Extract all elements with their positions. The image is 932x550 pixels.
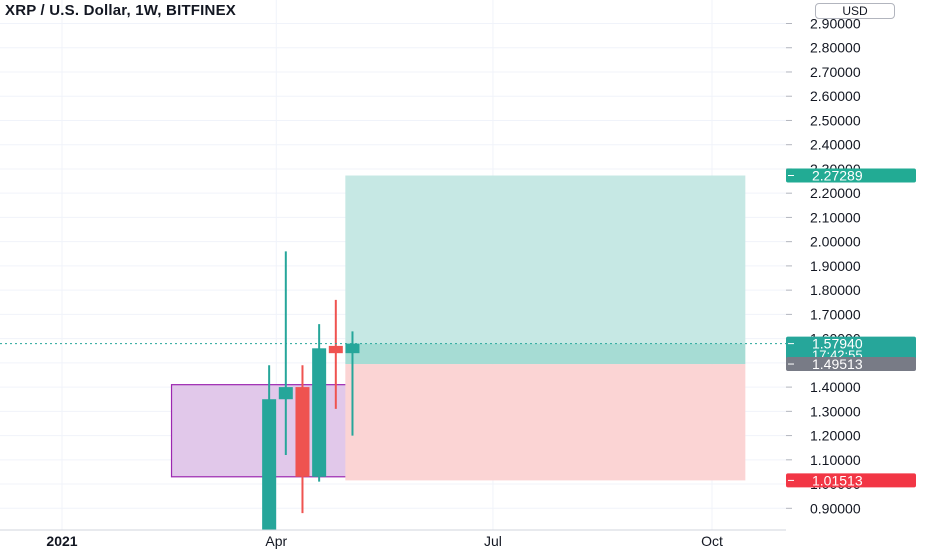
candle-body xyxy=(312,348,327,477)
y-tick-label: 2.70000 xyxy=(810,64,861,80)
time-axis[interactable]: 2021 Apr Jul Oct xyxy=(0,529,786,550)
price-label-text: 1.49513 xyxy=(812,356,863,372)
x-tick-label: Oct xyxy=(701,533,723,549)
x-tick-label: Apr xyxy=(265,533,287,549)
chart-title: XRP / U.S. Dollar, 1W, BITFINEX xyxy=(5,2,236,19)
y-tick-label: 2.00000 xyxy=(810,234,861,250)
price-label-bg xyxy=(786,357,916,372)
price-label-text: 2.27289 xyxy=(812,168,863,184)
y-tick-label: 1.70000 xyxy=(810,306,861,322)
zone-entry-band xyxy=(345,343,746,365)
time-axis-bg xyxy=(0,530,786,550)
y-tick-label: 2.90000 xyxy=(810,16,861,32)
zone-long-position-stop xyxy=(345,364,746,481)
position-zones xyxy=(170,175,746,481)
y-tick-label: 2.60000 xyxy=(810,88,861,104)
y-tick-label: 2.20000 xyxy=(810,185,861,201)
y-tick-label: 2.40000 xyxy=(810,137,861,153)
y-tick-label: 1.10000 xyxy=(810,452,861,468)
y-tick-label: 1.20000 xyxy=(810,428,861,444)
y-tick-label: 0.90000 xyxy=(810,500,861,516)
y-tick-label: 1.80000 xyxy=(810,282,861,298)
candle-body xyxy=(328,345,343,354)
price-label-bg xyxy=(786,336,916,361)
y-tick-label: 1.40000 xyxy=(810,379,861,395)
currency-button[interactable]: USD xyxy=(815,3,895,19)
price-label-text: 1.01513 xyxy=(812,472,863,488)
candle-body xyxy=(345,343,360,354)
price-label-text: 1.57940 xyxy=(812,336,863,352)
candle-body xyxy=(295,387,310,477)
candles xyxy=(262,251,360,530)
x-tick-label: Jul xyxy=(484,533,502,549)
price-label-bg xyxy=(786,168,916,183)
y-tick-label: 2.80000 xyxy=(810,40,861,56)
y-tick-label: 2.10000 xyxy=(810,209,861,225)
candle-body xyxy=(262,399,277,530)
y-tick-label: 2.50000 xyxy=(810,112,861,128)
x-tick-label: 2021 xyxy=(46,533,77,549)
price-axis-bg xyxy=(786,0,932,550)
price-label-bg xyxy=(786,473,916,488)
y-tick-label: 1.30000 xyxy=(810,403,861,419)
zone-long-position-target xyxy=(345,175,746,344)
candle-body xyxy=(278,387,293,400)
y-tick-label: 1.90000 xyxy=(810,258,861,274)
price-axis[interactable]: 0.900001.000001.100001.200001.300001.400… xyxy=(786,0,932,550)
